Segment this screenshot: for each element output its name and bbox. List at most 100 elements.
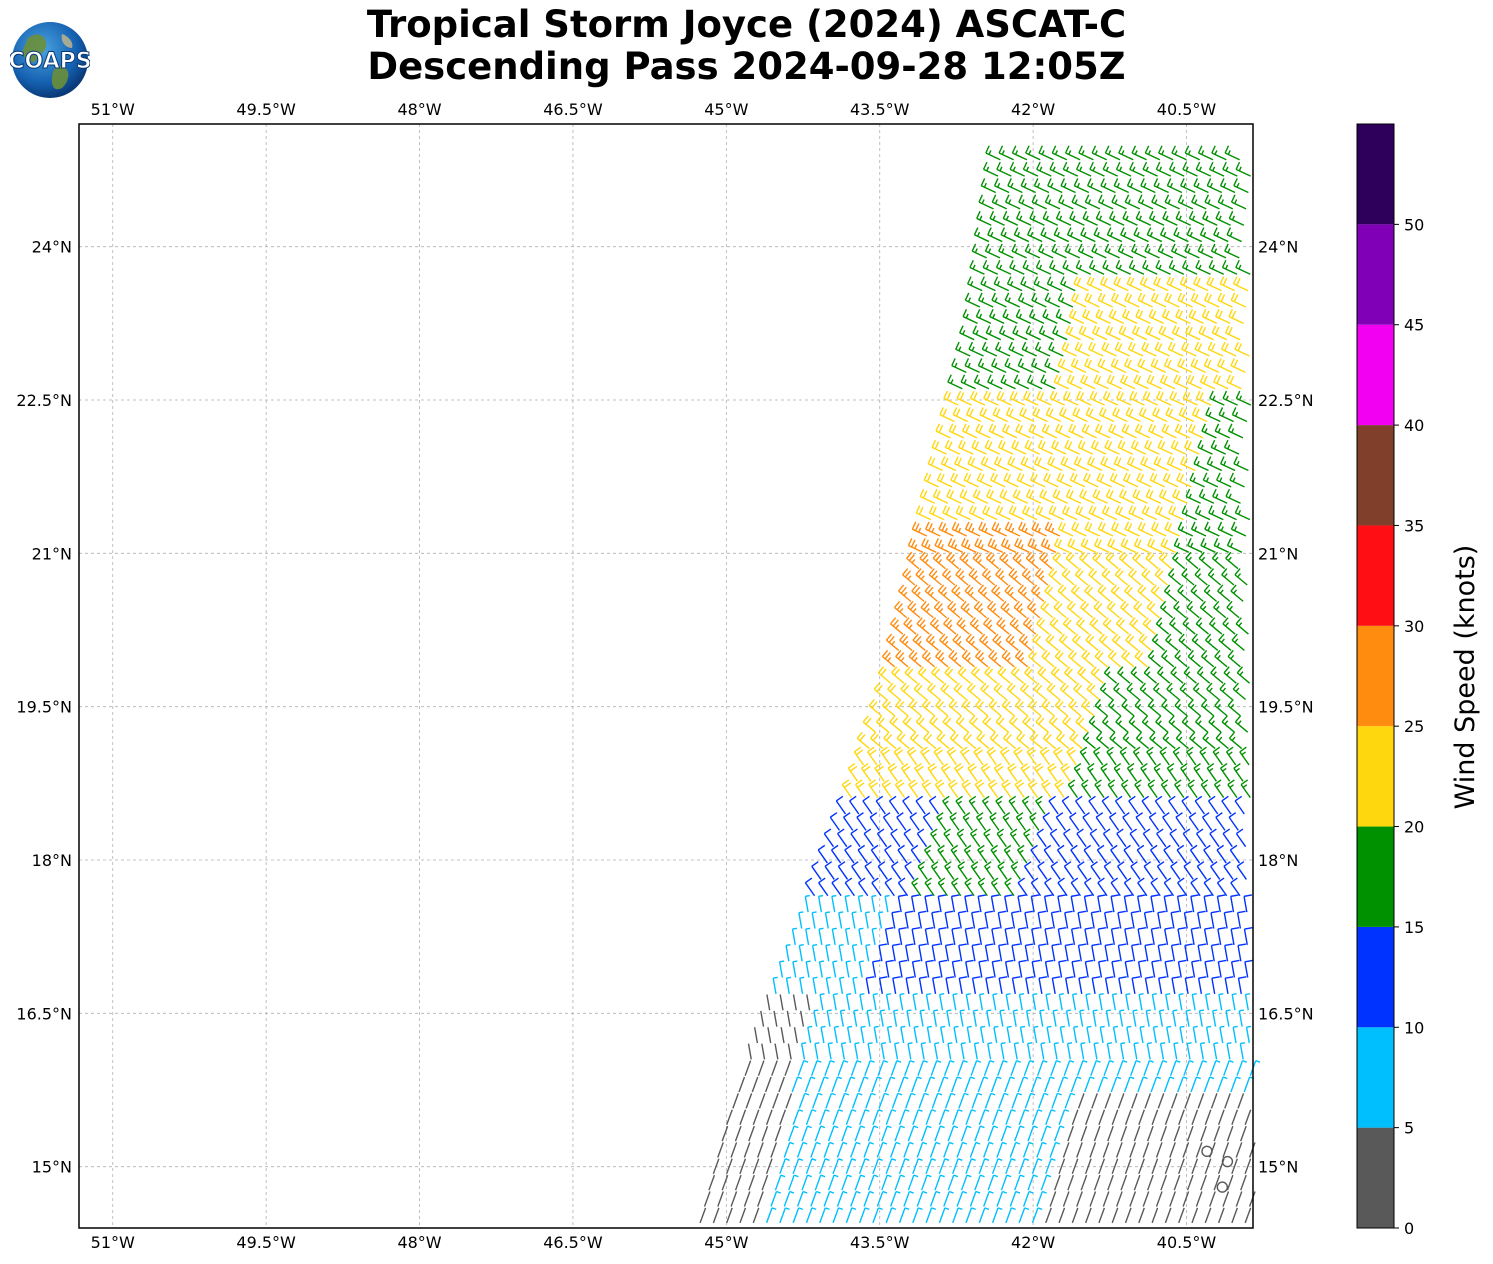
wind-barb	[1013, 374, 1030, 390]
wind-barb	[1217, 959, 1227, 978]
wind-barb	[1081, 779, 1092, 799]
wind-barb	[1150, 894, 1159, 913]
wind-barb	[969, 1141, 981, 1158]
wind-barb	[1125, 633, 1139, 651]
wind-barb	[972, 1009, 979, 1027]
wind-barb	[1093, 1125, 1101, 1142]
wind-barb	[1004, 877, 1015, 897]
wind-barb	[1067, 779, 1079, 799]
wind-barb	[905, 1092, 916, 1109]
wind-barb	[1177, 521, 1194, 537]
wind-barb	[1045, 633, 1059, 651]
wind-barb	[1006, 682, 1021, 701]
wind-barb	[1071, 194, 1087, 210]
wind-barb	[837, 861, 849, 880]
wind-barb	[1215, 812, 1226, 831]
wind-barb	[857, 877, 869, 897]
wind-barb	[1010, 1059, 1021, 1076]
chart-title: Tropical Storm Joyce (2024) ASCAT-C	[366, 3, 1127, 46]
wind-barb	[1179, 1025, 1185, 1044]
wind-barb	[1214, 649, 1228, 668]
wind-barb	[959, 325, 975, 341]
wind-barb	[1057, 1076, 1068, 1093]
wind-barb	[1120, 1125, 1128, 1142]
wind-barb	[747, 1043, 752, 1060]
wind-barb	[1111, 1207, 1119, 1224]
wind-barb	[806, 994, 811, 1011]
wind-barb	[1236, 861, 1247, 880]
wind-barb	[1217, 358, 1233, 374]
wind-barb	[1226, 600, 1240, 619]
wind-barb	[1153, 763, 1164, 782]
wind-barb	[1092, 1009, 1098, 1027]
wind-barb	[1168, 505, 1184, 521]
wind-barb	[1064, 910, 1073, 929]
wind-barb	[818, 877, 829, 897]
wind-barb	[1044, 584, 1058, 602]
wind-barb	[850, 1141, 861, 1158]
wind-barb	[1119, 488, 1135, 504]
wind-barb	[1104, 943, 1114, 962]
wind-barb	[1090, 1059, 1101, 1076]
wind-barb	[1168, 259, 1185, 275]
chart-subtitle: Descending Pass 2024-09-28 12:05Z	[367, 45, 1126, 88]
wind-barb	[1131, 325, 1148, 341]
wind-barb	[969, 1190, 981, 1207]
wind-barb	[1000, 374, 1016, 390]
wind-barb	[975, 423, 991, 439]
wind-barb	[1048, 341, 1064, 357]
wind-barb	[1124, 521, 1140, 537]
wind-barb	[1181, 341, 1197, 357]
wind-barb	[971, 976, 981, 995]
wind-barb	[1037, 861, 1048, 880]
wind-barb	[1144, 976, 1154, 995]
wind-barb	[1213, 779, 1225, 799]
wind-barb	[825, 943, 831, 962]
wind-barb	[1186, 227, 1202, 243]
wind-barb	[1129, 161, 1145, 177]
wind-barb	[1097, 521, 1114, 537]
wind-barb	[1157, 1093, 1165, 1109]
wind-barb	[1061, 341, 1077, 357]
wind-barb	[1217, 584, 1231, 602]
wind-barb	[1146, 746, 1157, 766]
y-tick-left: 22.5°N	[16, 391, 72, 410]
wind-barb	[1211, 325, 1228, 341]
wind-barb	[1024, 439, 1040, 455]
wind-barb	[1012, 488, 1029, 504]
wind-barb	[917, 1059, 928, 1076]
wind-barb	[1056, 472, 1072, 488]
wind-barb	[1062, 617, 1077, 635]
wind-barb	[1138, 993, 1144, 1011]
wind-barb	[964, 927, 974, 945]
wind-barb	[857, 844, 868, 864]
wind-barb	[1058, 1158, 1066, 1175]
wind-barb	[932, 976, 941, 995]
x-tick-bottom: 51°W	[91, 1233, 135, 1252]
wind-barb	[997, 910, 1007, 929]
wind-barb	[1181, 795, 1192, 815]
wind-barb	[980, 456, 997, 472]
x-tick-bottom: 45°W	[704, 1233, 748, 1252]
wind-barb	[1206, 456, 1223, 472]
wind-barb	[1008, 341, 1024, 357]
wind-barb	[1231, 633, 1245, 651]
chart-title-block: Tropical Storm Joyce (2024) ASCAT-C Desc…	[0, 4, 1493, 88]
wind-barb	[947, 1125, 959, 1142]
y-tick-right: 24°N	[1258, 238, 1298, 257]
wind-barb	[1133, 1125, 1141, 1142]
wind-barb	[1201, 309, 1218, 324]
wind-barb	[1057, 584, 1071, 602]
wind-barb	[1033, 682, 1047, 701]
wind-barb	[925, 1158, 937, 1175]
wind-barb	[1206, 178, 1223, 194]
wind-barb	[1095, 731, 1110, 750]
wind-barb	[1045, 407, 1062, 423]
wind-barb	[1171, 976, 1181, 995]
wind-barb	[986, 1009, 992, 1027]
wind-barb	[977, 927, 987, 945]
wind-barb	[1113, 682, 1127, 701]
wind-barb	[1035, 259, 1052, 275]
wind-barb	[1150, 844, 1161, 864]
wind-barb	[1093, 227, 1109, 243]
